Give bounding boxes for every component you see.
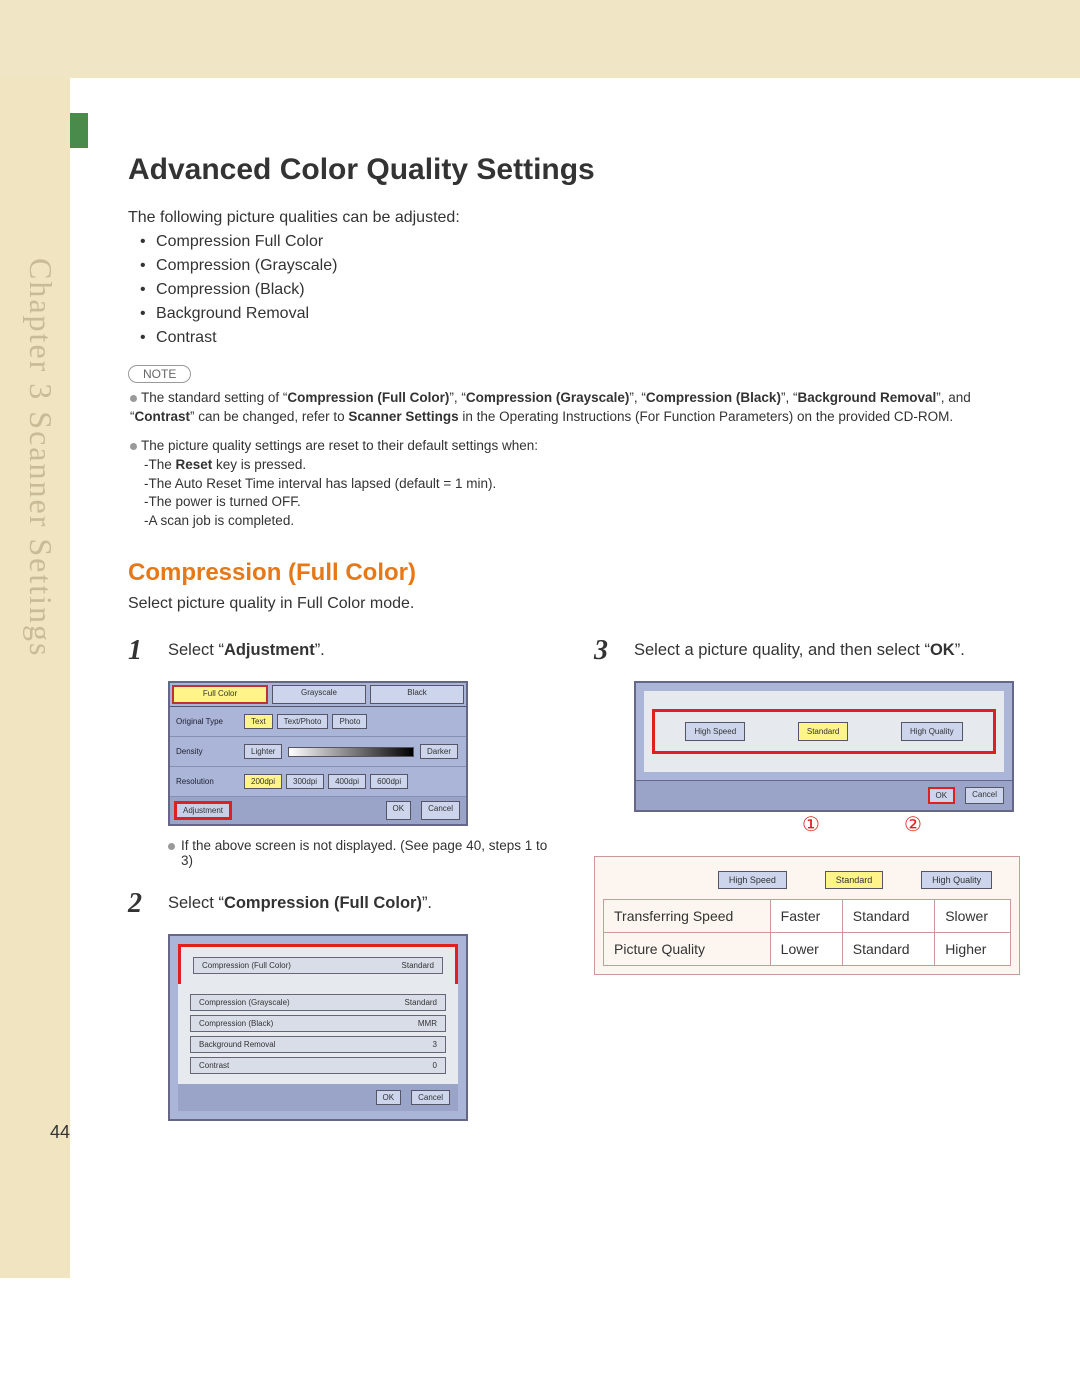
step1-note: If the above screen is not displayed. (S… bbox=[168, 838, 554, 868]
screenshot-quality-select: High Speed Standard High Quality OK Canc… bbox=[634, 681, 1014, 812]
bullet-icon bbox=[130, 443, 137, 450]
chapter-label: Chapter 3 Scanner Settings bbox=[22, 258, 59, 657]
table-row: Transferring Speed Faster Standard Slowe… bbox=[604, 900, 1011, 933]
page-title: Advanced Color Quality Settings bbox=[128, 153, 1020, 187]
orig-text[interactable]: Text bbox=[244, 714, 273, 729]
cancel-button[interactable]: Cancel bbox=[421, 801, 460, 820]
opt-standard[interactable]: Standard bbox=[798, 722, 848, 741]
res-400[interactable]: 400dpi bbox=[328, 774, 366, 789]
chip-high-quality: High Quality bbox=[921, 871, 992, 889]
callout-2: ② bbox=[904, 812, 922, 837]
note-2: The picture quality settings are reset t… bbox=[130, 437, 1020, 531]
quality-list: Compression Full Color Compression (Gray… bbox=[140, 233, 1020, 347]
note-1: The standard setting of “Compression (Fu… bbox=[130, 389, 1020, 427]
chip-standard: Standard bbox=[825, 871, 884, 889]
intro-text: The following picture qualities can be a… bbox=[128, 209, 1020, 227]
page-content: Advanced Color Quality Settings The foll… bbox=[0, 78, 1080, 1173]
section-desc: Select picture quality in Full Color mod… bbox=[128, 595, 1020, 613]
header-band bbox=[0, 0, 1080, 78]
list-item: Compression (Black) bbox=[140, 281, 1020, 299]
ok-button[interactable]: OK bbox=[928, 787, 956, 804]
row-comp-grayscale[interactable]: Compression (Grayscale)Standard bbox=[190, 994, 446, 1011]
bullet-icon bbox=[130, 395, 137, 402]
step-number: 2 bbox=[128, 888, 168, 920]
step-2: 2 Select “Compression (Full Color)”. bbox=[128, 888, 554, 920]
row-contrast[interactable]: Contrast0 bbox=[190, 1057, 446, 1074]
screenshot-adjustment: Full Color Grayscale Black Original Type… bbox=[168, 681, 468, 826]
callout-1: ① bbox=[802, 812, 820, 837]
left-column: 1 Select “Adjustment”. Full Color Graysc… bbox=[128, 635, 554, 1133]
row-bg-removal[interactable]: Background Removal3 bbox=[190, 1036, 446, 1053]
quality-table: High Speed Standard High Quality Transfe… bbox=[594, 856, 1020, 975]
cancel-button[interactable]: Cancel bbox=[411, 1090, 450, 1105]
list-item: Background Removal bbox=[140, 305, 1020, 323]
section-heading: Compression (Full Color) bbox=[128, 559, 1020, 587]
step-3: 3 Select a picture quality, and then sel… bbox=[594, 635, 1020, 667]
cancel-button[interactable]: Cancel bbox=[965, 787, 1004, 804]
res-200[interactable]: 200dpi bbox=[244, 774, 282, 789]
page-number: 44 bbox=[50, 1122, 70, 1143]
adjustment-button[interactable]: Adjustment bbox=[174, 801, 232, 820]
orig-textphoto[interactable]: Text/Photo bbox=[277, 714, 329, 729]
row-comp-fullcolor[interactable]: Compression (Full Color)Standard bbox=[193, 957, 443, 974]
step-number: 1 bbox=[128, 635, 168, 667]
step-1: 1 Select “Adjustment”. bbox=[128, 635, 554, 667]
list-item: Contrast bbox=[140, 329, 1020, 347]
opt-high-speed[interactable]: High Speed bbox=[685, 722, 745, 741]
chip-high-speed: High Speed bbox=[718, 871, 787, 889]
res-600[interactable]: 600dpi bbox=[370, 774, 408, 789]
list-item: Compression Full Color bbox=[140, 233, 1020, 251]
orig-photo[interactable]: Photo bbox=[332, 714, 367, 729]
opt-high-quality[interactable]: High Quality bbox=[901, 722, 963, 741]
title-accent bbox=[70, 113, 88, 148]
list-item: Compression (Grayscale) bbox=[140, 257, 1020, 275]
darker-button[interactable]: Darker bbox=[420, 744, 458, 759]
note-badge: NOTE bbox=[128, 365, 191, 383]
tab-grayscale[interactable]: Grayscale bbox=[272, 685, 366, 704]
chapter-side-tab: Chapter 3 Scanner Settings bbox=[0, 78, 70, 1278]
right-column: 3 Select a picture quality, and then sel… bbox=[594, 635, 1020, 1133]
ok-button[interactable]: OK bbox=[376, 1090, 402, 1105]
res-300[interactable]: 300dpi bbox=[286, 774, 324, 789]
callout-markers: ① ② bbox=[634, 812, 1020, 842]
step-number: 3 bbox=[594, 635, 634, 667]
density-slider[interactable] bbox=[288, 747, 414, 757]
table-row: Picture Quality Lower Standard Higher bbox=[604, 933, 1011, 966]
ok-button[interactable]: OK bbox=[386, 801, 412, 820]
tab-black[interactable]: Black bbox=[370, 685, 464, 704]
tab-full-color[interactable]: Full Color bbox=[172, 685, 268, 704]
lighter-button[interactable]: Lighter bbox=[244, 744, 282, 759]
screenshot-compression-list: Compression (Full Color)Standard Compres… bbox=[168, 934, 468, 1121]
row-comp-black[interactable]: Compression (Black)MMR bbox=[190, 1015, 446, 1032]
